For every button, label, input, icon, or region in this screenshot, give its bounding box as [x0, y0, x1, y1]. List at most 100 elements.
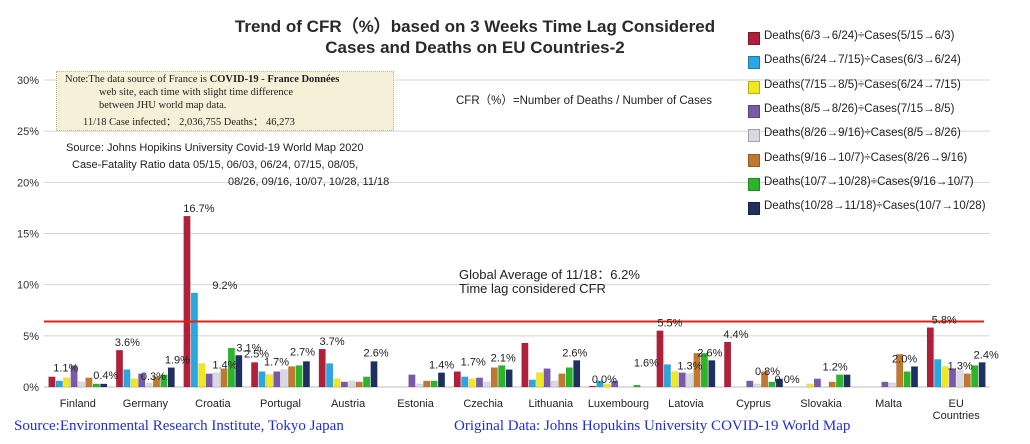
- y-tick-label: 5%: [23, 331, 39, 343]
- legend-label: Deaths(6/24→7/15)÷Cases(6/3→6/24): [764, 54, 961, 67]
- bar: [693, 353, 701, 388]
- data-label: 1.7%: [461, 357, 486, 369]
- x-tick-label: Luxembourg: [588, 398, 649, 410]
- bar: [963, 373, 971, 388]
- source-note-line2: Case-Fatality Ratio data 05/15, 06/03, 0…: [72, 159, 359, 171]
- bar: [115, 350, 123, 388]
- bar: [370, 361, 378, 388]
- bar: [656, 330, 664, 388]
- x-tick-label: Countries: [933, 410, 981, 422]
- note-line1: Note:The data source of France is COVID-…: [65, 74, 339, 85]
- bar: [70, 365, 78, 388]
- bar: [558, 373, 566, 388]
- note-line3: between JHU world map data.: [99, 100, 227, 111]
- data-label: 3.1%: [236, 342, 261, 354]
- global-average-label: Global Average of 11/18：6.2%: [459, 267, 640, 282]
- bar: [611, 380, 619, 388]
- bar: [708, 360, 716, 388]
- bar: [167, 367, 175, 388]
- y-tick-label: 10%: [17, 280, 39, 292]
- bar: [198, 363, 206, 388]
- data-label: 5.5%: [657, 318, 682, 330]
- cfr-formula: CFR（%）=Number of Deaths / Number of Case…: [456, 95, 712, 107]
- bar: [302, 361, 310, 388]
- x-tick-label: Portugal: [260, 398, 301, 410]
- data-label: 0.8%: [755, 366, 780, 378]
- chart-title-line2: Cases and Deaths on EU Countries-2: [325, 38, 625, 57]
- legend-swatch: [748, 104, 760, 118]
- bar: [145, 382, 153, 388]
- bar: [461, 376, 469, 388]
- bar: [318, 348, 326, 388]
- bar: [596, 380, 604, 388]
- legend-swatch: [748, 80, 760, 94]
- bar: [220, 368, 228, 388]
- data-label: 0.4%: [93, 370, 118, 382]
- legend-label: Deaths(9/16→10/7)÷Cases(8/26→9/16): [764, 151, 968, 164]
- bar: [205, 373, 213, 388]
- bar: [565, 367, 573, 388]
- x-tick-label: Estonia: [397, 398, 435, 410]
- bar: [761, 371, 769, 388]
- bar: [123, 369, 131, 388]
- bar: [633, 384, 641, 388]
- data-label: 2.6%: [364, 347, 389, 359]
- bar: [348, 380, 356, 388]
- bar: [686, 373, 694, 388]
- y-tick-label: 15%: [17, 229, 39, 241]
- bar: [408, 374, 416, 388]
- legend-swatch: [748, 177, 760, 191]
- data-label: 1.9%: [165, 355, 190, 367]
- bar: [536, 372, 544, 388]
- x-tick-label: Lithuania: [528, 398, 574, 410]
- bar: [543, 368, 551, 388]
- source-note-line1: Source: Johns Hopikins University Covid-…: [66, 142, 364, 154]
- bar: [551, 380, 559, 388]
- bar: [85, 377, 93, 388]
- data-label: 3.7%: [320, 336, 345, 348]
- bar: [678, 372, 686, 388]
- bar: [505, 369, 513, 388]
- data-label: 1.6%: [634, 358, 659, 370]
- data-labels: 1.1% 0.4% 3.6% 0.3% 1.9% 16.7% 9.2% 1.4% 3.1%2.5…: [53, 203, 999, 386]
- data-label: 3.6%: [115, 337, 140, 349]
- bar: [663, 364, 671, 388]
- data-label: 1.1%: [53, 363, 78, 375]
- x-tick-label: Germany: [123, 398, 169, 410]
- data-label: 2.6%: [697, 347, 722, 359]
- bar: [836, 374, 844, 388]
- bar: [190, 292, 198, 388]
- data-label: 1.2%: [823, 362, 848, 374]
- bar: [227, 347, 235, 388]
- bar: [753, 383, 761, 388]
- bar: [288, 366, 296, 388]
- bar: [806, 383, 814, 388]
- bar: [152, 376, 160, 388]
- legend-label: Deaths(6/3→6/24)÷Cases(5/15→6/3): [764, 30, 955, 42]
- y-tick-label: 20%: [17, 177, 39, 189]
- axis-labels: 0% 5% 10% 15% 20% 25% 30% Finland Germany Croatia…: [17, 75, 980, 422]
- bar: [453, 371, 461, 388]
- bar: [911, 366, 919, 388]
- bar: [430, 380, 438, 388]
- source-note-line3: 08/26, 09/16, 10/07, 10/28, 11/18: [228, 176, 390, 188]
- note-line1-prefix: Note:The data source of France is: [65, 74, 210, 85]
- legend-swatch: [748, 32, 760, 45]
- data-label: 2.1%: [491, 353, 516, 365]
- x-tick-label: Malta: [875, 398, 903, 410]
- data-label: 1.4%: [429, 360, 454, 372]
- y-tick-label: 30%: [17, 75, 39, 87]
- bar: [828, 381, 836, 388]
- bar: [468, 378, 476, 388]
- note-line4: 11/18 Case infected： 2,036,755 Deaths： 4…: [83, 117, 295, 128]
- data-label: 2.0%: [892, 354, 917, 366]
- bar: [138, 373, 146, 388]
- bar: [265, 374, 273, 388]
- x-tick-label: Finland: [60, 398, 96, 410]
- x-tick-label: Cyprus: [736, 398, 771, 410]
- bar: [160, 374, 168, 388]
- bar: [700, 353, 708, 388]
- bar: [476, 377, 484, 388]
